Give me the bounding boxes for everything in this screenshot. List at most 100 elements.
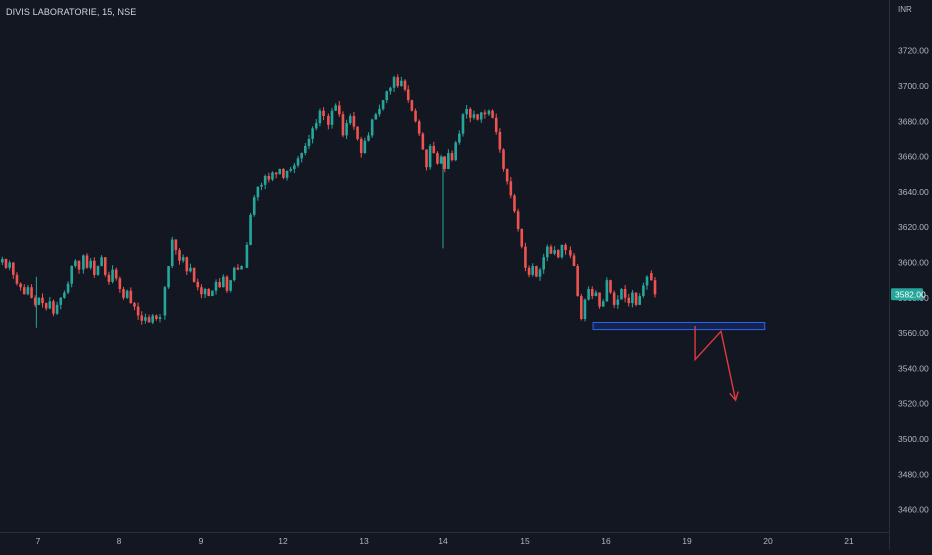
candle[interactable] [476,113,479,121]
candle[interactable] [468,107,472,123]
candle[interactable] [479,111,483,123]
candle[interactable] [580,293,583,321]
candle[interactable] [623,285,627,303]
candle[interactable] [356,126,359,141]
candle[interactable] [465,104,468,119]
candle[interactable] [70,265,74,288]
candle[interactable] [307,134,311,150]
candle[interactable] [549,244,553,255]
candle[interactable] [232,266,236,282]
candle[interactable] [389,86,392,95]
candle[interactable] [140,311,144,325]
candle[interactable] [590,286,594,300]
candle[interactable] [4,258,8,269]
candle[interactable] [542,253,545,274]
candle[interactable] [189,263,192,273]
candle[interactable] [502,148,505,172]
candle[interactable] [285,170,289,181]
candle[interactable] [334,103,337,112]
candle[interactable] [378,104,381,117]
candle[interactable] [609,279,612,294]
candle[interactable] [498,128,502,153]
candle[interactable] [538,267,542,281]
candle[interactable] [616,295,620,309]
candle[interactable] [527,265,531,278]
candle[interactable] [178,248,181,265]
candle[interactable] [318,108,322,127]
candle[interactable] [66,281,70,295]
candle[interactable] [450,150,454,162]
candle[interactable] [531,263,535,277]
candle[interactable] [634,292,638,307]
candle[interactable] [30,284,33,299]
candle[interactable] [439,154,443,164]
candle[interactable] [240,265,243,270]
symbol-title[interactable]: DIVIS LABORATORIE, 15, NSE [6,7,137,17]
candle[interactable] [650,270,653,281]
candle[interactable] [282,168,285,180]
last-price-badge[interactable] [891,288,923,301]
candle[interactable] [147,314,151,323]
candle[interactable] [163,285,167,320]
candle[interactable] [594,290,598,297]
candle[interactable] [48,296,52,310]
time-axis[interactable]: 7 8 9 12 13 14 15 16 19 20 21 [36,536,854,546]
candle[interactable] [314,118,318,131]
candle[interactable] [296,155,300,168]
candle[interactable] [598,292,601,309]
candle[interactable] [8,260,11,271]
candle[interactable] [483,109,487,119]
candle[interactable] [642,282,645,298]
candle[interactable] [425,149,428,171]
candle[interactable] [620,288,623,300]
candle[interactable] [417,119,421,136]
candle[interactable] [381,99,385,111]
candle[interactable] [524,242,527,272]
candle[interactable] [41,293,44,308]
candle[interactable] [118,276,122,293]
candle[interactable] [560,244,564,259]
candle[interactable] [311,126,314,144]
candle[interactable] [207,288,211,297]
candle[interactable] [33,295,37,308]
candle[interactable] [85,253,89,269]
candle[interactable] [414,108,417,123]
candle[interactable] [52,299,55,317]
candle[interactable] [77,260,81,274]
candle[interactable] [260,182,263,190]
candle[interactable] [374,112,378,120]
candle[interactable] [363,137,367,154]
candle[interactable] [443,156,447,173]
candle[interactable] [322,107,325,121]
candle[interactable] [107,271,111,285]
candle[interactable] [403,79,407,92]
candle[interactable] [304,142,307,156]
candle[interactable] [293,162,296,174]
candle[interactable] [341,111,345,138]
candle[interactable] [300,152,303,163]
candle[interactable] [520,228,524,249]
projection-arrow-path[interactable] [694,326,737,401]
candle[interactable] [564,243,567,255]
candle[interactable] [252,195,256,217]
candle[interactable] [432,141,436,154]
support-zone-rectangle[interactable] [592,322,766,331]
candle[interactable] [158,314,162,323]
candle[interactable] [96,265,100,276]
candle[interactable] [222,274,225,288]
candle[interactable] [454,140,457,162]
candle[interactable] [491,109,494,119]
candle[interactable] [627,293,631,307]
candle[interactable] [15,272,19,286]
candle[interactable] [428,143,432,170]
price-axis[interactable]: 3720.00 3700.00 3680.00 3660.00 3640.00 3620.… [891,46,929,515]
candle[interactable] [74,259,77,268]
candle[interactable] [509,176,513,199]
candle[interactable] [225,275,229,293]
candle[interactable] [535,265,538,278]
candle[interactable] [155,314,158,321]
candle[interactable] [89,257,92,270]
candle[interactable] [170,236,174,269]
candle[interactable] [546,244,549,262]
